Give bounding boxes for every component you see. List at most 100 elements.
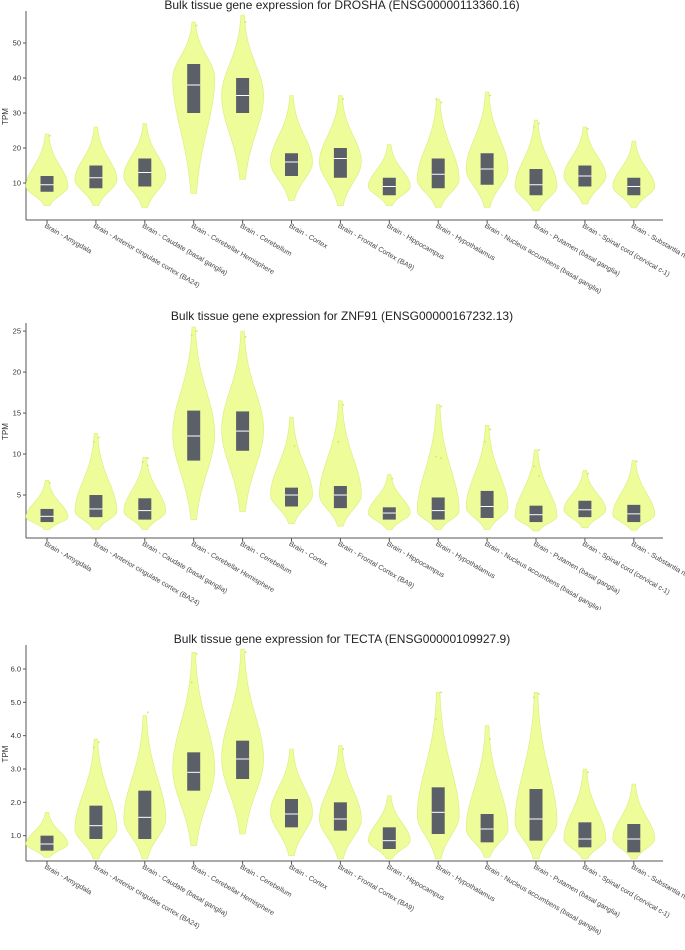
outlier-point [342,403,345,406]
outlier-point [244,21,247,23]
y-tick-label: 50 [13,39,21,48]
violin-brain-substantia-nigra[interactable] [612,783,656,860]
iqr-box-brain-spinal-cord-cervical-c-1 [578,500,592,518]
iqr-box-brain-cerebellar-hemisphere [187,752,201,791]
outlier-point [342,98,345,100]
y-axis-label: TPM [1,108,10,125]
x-category-label: Brain - Putamen (basal ganglia) [532,864,621,919]
iqr-box-brain-cerebellar-hemisphere [187,64,201,113]
violin-brain-anterior-cingulate-cortex-ba24[interactable] [74,433,118,530]
iqr-box-brain-anterior-cingulate-cortex-ba24 [89,165,103,189]
outlier-point [489,94,491,97]
violin-brain-cortex[interactable] [270,95,313,201]
x-category-label: Brain - Amygdala [43,223,93,256]
outlier-point [337,440,340,443]
violin-brain-putamen-basal-ganglia[interactable] [514,119,558,212]
outlier-point [489,738,491,740]
violin-brain-hypothalamus[interactable] [416,692,460,860]
outlier-point [342,748,345,750]
outlier-point [146,464,149,467]
y-tick-label: 5.0 [11,698,21,707]
violin-brain-spinal-cord-cervical-c-1[interactable] [563,768,607,860]
violin-brain-spinal-cord-cervical-c-1[interactable] [563,470,607,529]
x-category-label: Brain - Putamen (basal ganglia) [532,541,621,596]
iqr-box-brain-amygdala [40,835,54,851]
iqr-box-brain-putamen-basal-ganglia [529,169,543,196]
outlier-point [587,127,589,130]
x-category-label: Brain - Cortex [288,864,329,892]
iqr-box-brain-spinal-cord-cervical-c-1 [578,822,592,848]
outlier-point [435,98,438,100]
outlier-point [533,465,535,468]
violin-brain-nucleus-accumbens-basal-ganglia[interactable] [465,725,509,858]
iqr-box-brain-hypothalamus [431,497,445,520]
violin-brain-substantia-nigra[interactable] [612,140,656,208]
iqr-box-brain-putamen-basal-ganglia [529,789,543,841]
outlier-point [195,330,198,332]
y-tick-label: 25 [13,327,21,336]
violin-brain-amygdala[interactable] [25,479,69,530]
violin-brain-anterior-cingulate-cortex-ba24[interactable] [74,738,118,860]
violin-brain-putamen-basal-ganglia[interactable] [514,692,558,860]
outlier-point [440,457,443,460]
y-tick-label: 10 [13,450,21,459]
violin-brain-putamen-basal-ganglia[interactable] [514,449,558,532]
iqr-box-brain-nucleus-accumbens-basal-ganglia [480,490,494,518]
iqr-box-brain-frontal-cortex-ba9 [333,486,347,509]
x-category-label: Brain - Spinal cord (cervical c-1) [581,541,671,597]
violin-brain-frontal-cortex-ba9[interactable] [319,400,362,527]
outlier-point [391,477,394,480]
outlier-point [635,460,638,463]
outlier-point [244,651,247,654]
violin-brain-hippocampus[interactable] [368,144,411,207]
violin-brain-amygdala[interactable] [25,133,69,207]
violin-brain-hypothalamus[interactable] [416,98,460,208]
y-tick-label: 6.0 [11,665,21,674]
violin-brain-amygdala[interactable] [25,812,69,858]
violin-brain-hippocampus[interactable] [367,474,411,530]
x-category-label: Brain - Anterior cingulate cortex (BA24) [92,223,201,290]
chart-tecta: Bulk tissue gene expression for TECTA (E… [1,632,685,936]
x-category-label: Brain - Spinal cord (cervical c-1) [581,864,671,920]
iqr-box-brain-frontal-cortex-ba9 [333,148,347,178]
violin-brain-cortex[interactable] [270,416,313,525]
chart-drosha: Bulk tissue gene expression for DROSHA (… [1,0,685,295]
iqr-box-brain-amygdala [40,508,54,523]
y-tick-label: 15 [13,409,21,418]
y-tick-label: 10 [13,179,21,188]
outlier-point [195,24,198,27]
violin-brain-nucleus-accumbens-basal-ganglia[interactable] [465,425,509,530]
outlier-point [440,691,443,694]
iqr-box-brain-frontal-cortex-ba9 [333,802,347,831]
y-tick-label: 20 [13,368,21,377]
chart-title: Bulk tissue gene expression for ZNF91 (E… [171,310,513,323]
outlier-point [190,681,193,684]
outlier-point [49,481,51,484]
x-category-label: Brain - Cerebellar Hemisphere [190,223,275,276]
x-category-label: Brain - Anterior cingulate cortex (BA24) [92,541,201,608]
iqr-box-brain-cortex [285,153,298,176]
y-tick-label: 30 [13,109,21,118]
y-axis-label: TPM [1,423,10,440]
outlier-point [435,718,438,720]
x-category-label: Brain - Amygdala [43,541,93,574]
y-tick-label: 2.0 [11,798,21,807]
outlier-point [98,436,100,439]
iqr-box-brain-substantia-nigra [627,824,641,853]
iqr-box-brain-anterior-cingulate-cortex-ba24 [89,495,103,518]
outlier-point [146,711,149,714]
violin-brain-nucleus-accumbens-basal-ganglia[interactable] [465,91,509,208]
iqr-box-brain-amygdala [40,176,54,192]
outlier-point [533,696,535,699]
iqr-box-brain-anterior-cingulate-cortex-ba24 [89,805,103,839]
chart-znf91: Bulk tissue gene expression for ZNF91 (E… [1,310,685,610]
violin-brain-hypothalamus[interactable] [416,404,460,530]
outlier-point [587,472,589,475]
iqr-box-brain-caudate-basal-ganglia [138,498,152,520]
violin-brain-substantia-nigra[interactable] [612,460,656,531]
x-category-label: Brain - Caudate (basal ganglia) [141,223,228,278]
violin-brain-caudate-basal-ganglia[interactable] [123,715,167,860]
violin-brain-cerebellar-hemisphere[interactable] [172,652,215,846]
violin-brain-caudate-basal-ganglia[interactable] [123,457,167,530]
